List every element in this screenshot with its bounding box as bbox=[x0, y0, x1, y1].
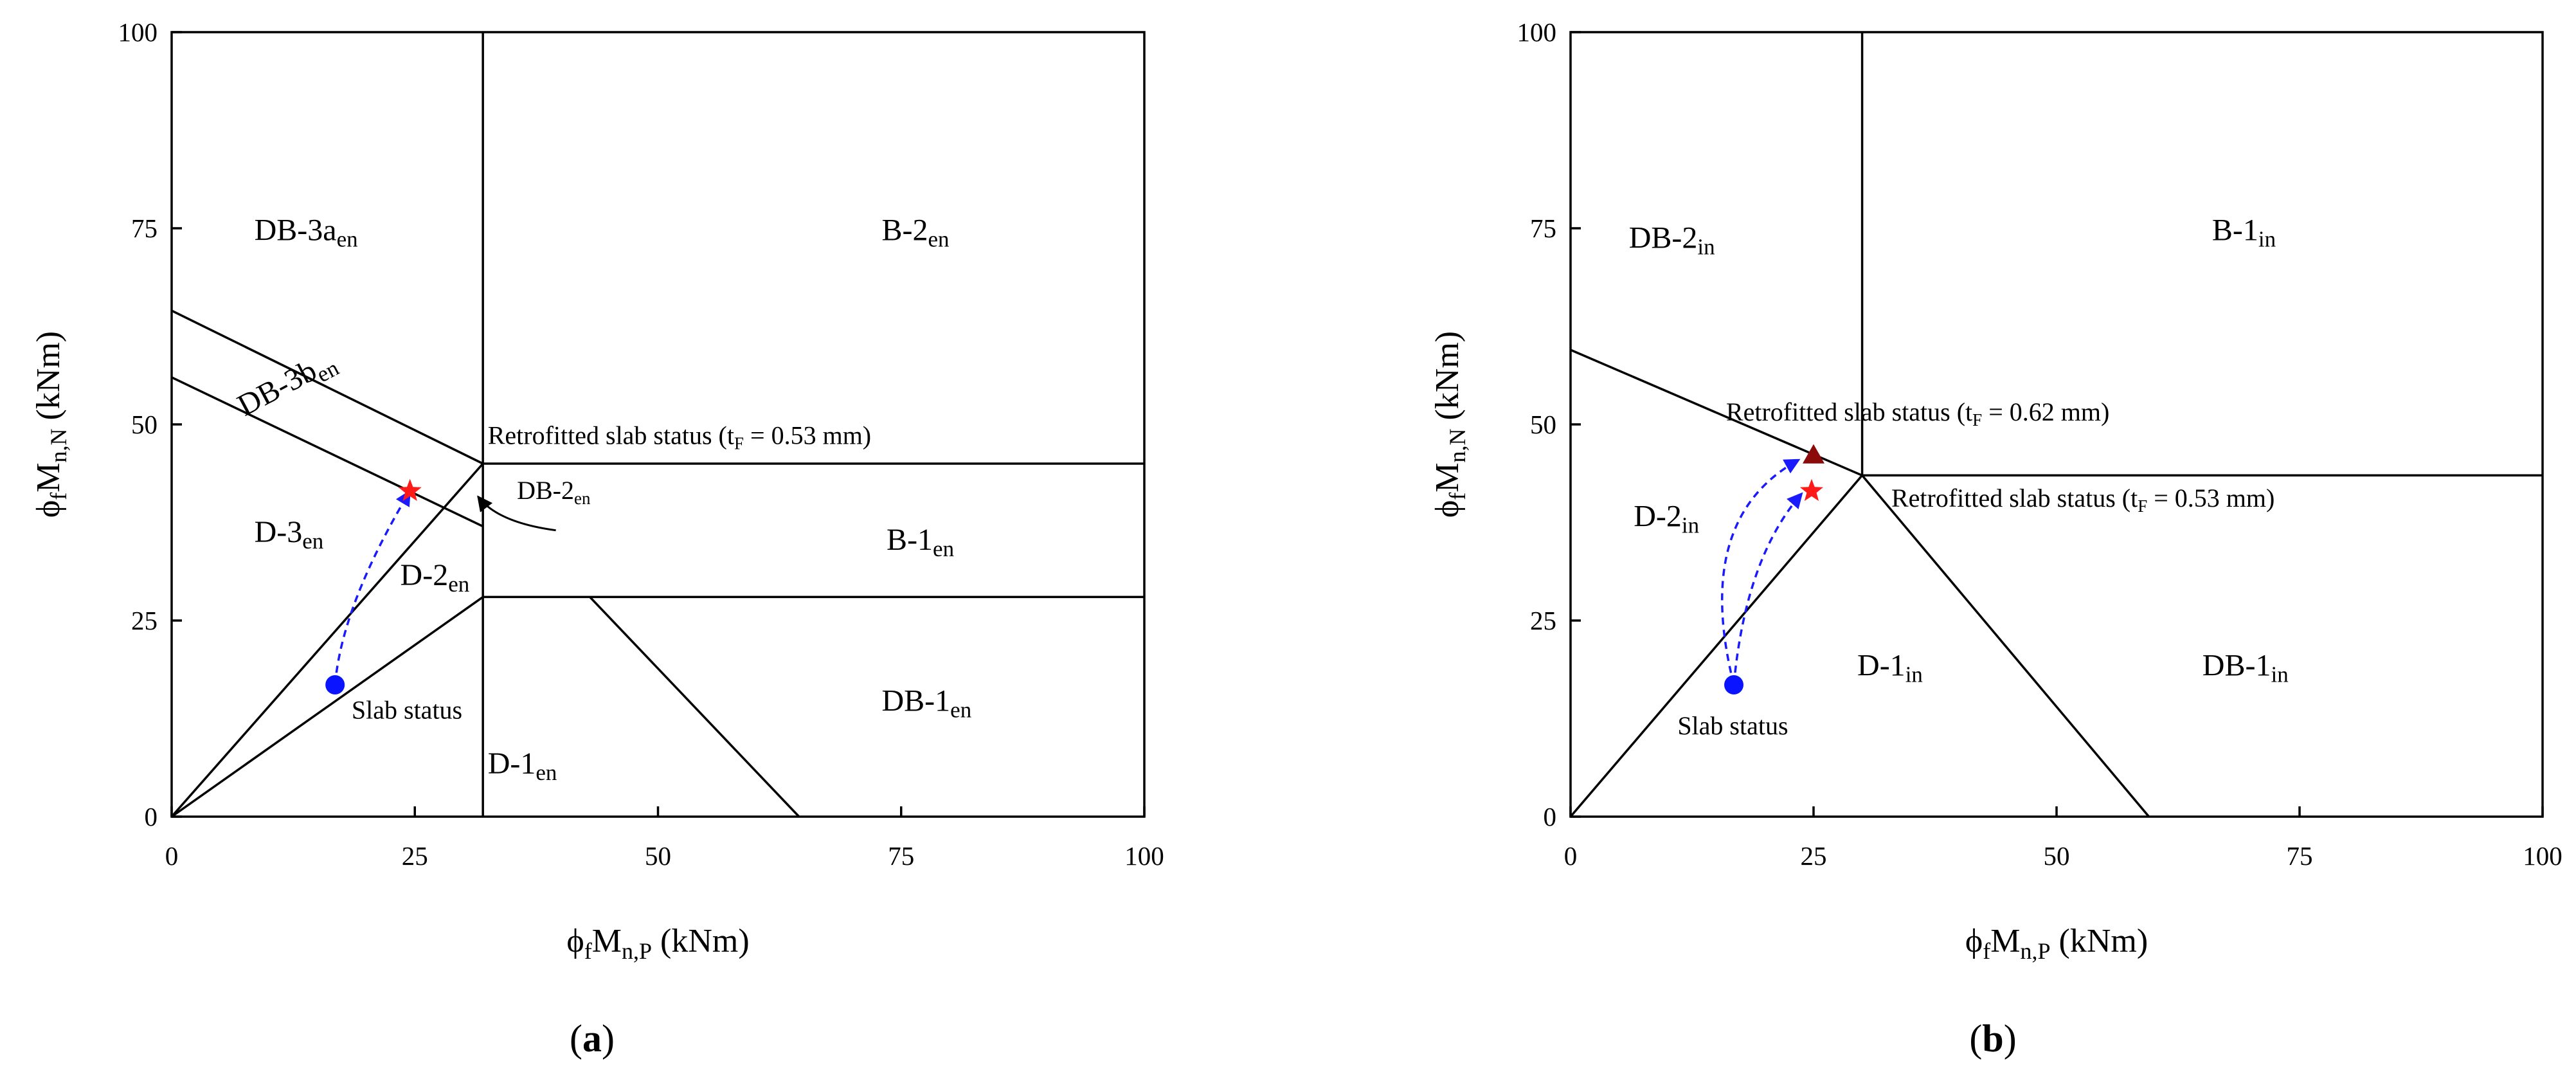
region-label: DB-3aen bbox=[255, 213, 358, 251]
region-label: B-1in bbox=[2212, 213, 2276, 251]
slab-status-point bbox=[325, 675, 345, 695]
annotation-text: Retrofitted slab status (tF = 0.53 mm) bbox=[488, 421, 871, 453]
y-tick-label: 25 bbox=[131, 606, 158, 635]
y-tick-label: 50 bbox=[131, 410, 158, 439]
x-tick-label: 50 bbox=[645, 841, 671, 871]
y-axis-label: ϕfMn,N (kNm) bbox=[1429, 331, 1470, 518]
retrofit-star-point bbox=[398, 478, 422, 502]
region-label: DB-1in bbox=[2202, 648, 2289, 687]
annotation-text: Retrofitted slab status (tF = 0.62 mm) bbox=[1726, 397, 2109, 430]
region-label: D-3en bbox=[255, 515, 324, 554]
region-label: B-2en bbox=[881, 213, 949, 251]
region-boundary bbox=[170, 595, 484, 818]
y-tick-label: 75 bbox=[131, 213, 158, 243]
region-label: B-1en bbox=[887, 523, 954, 561]
region-boundary bbox=[1861, 475, 2150, 818]
region-boundary bbox=[171, 376, 483, 528]
region-label: D-2in bbox=[1634, 500, 1699, 538]
region-label: DB-3ben bbox=[232, 343, 343, 427]
retrofit-star-point bbox=[1799, 478, 1823, 502]
annotation-text: Slab status bbox=[352, 696, 462, 725]
slab-status-point bbox=[1724, 675, 1744, 695]
y-axis-label: ϕfMn,N (kNm) bbox=[30, 331, 71, 518]
pointer-arrow bbox=[477, 495, 556, 532]
region-boundary bbox=[589, 596, 800, 818]
y-tick-label: 50 bbox=[1530, 410, 1556, 439]
x-axis-label: ϕfMn,P (kNm) bbox=[566, 923, 749, 964]
x-tick-label: 75 bbox=[888, 841, 914, 871]
region-boundary bbox=[170, 462, 484, 818]
chart-panel-a: 0 25 50 75 100 0 25 50 75 100 ϕfMn,P (kNm) ϕfMn,N (… bbox=[30, 17, 1164, 1060]
panel-caption: (a) bbox=[570, 1017, 615, 1060]
x-tick-label: 0 bbox=[165, 841, 179, 871]
annotation-text: Slab status bbox=[1677, 711, 1788, 740]
panel-caption: (b) bbox=[1969, 1017, 2016, 1060]
status-path-arrow bbox=[334, 489, 411, 685]
region-label: DB-2in bbox=[1629, 221, 1715, 260]
y-tick-label: 0 bbox=[1544, 802, 1557, 831]
status-path-arrow bbox=[1721, 458, 1801, 685]
x-tick-label: 50 bbox=[2044, 841, 2070, 871]
x-tick-label: 75 bbox=[2287, 841, 2313, 871]
region-boundary bbox=[1569, 475, 1863, 818]
x-tick-label: 0 bbox=[1564, 841, 1578, 871]
status-path-arrow bbox=[1733, 492, 1803, 685]
region-label: D-2en bbox=[401, 558, 470, 597]
annotation-text: Retrofitted slab status (tF = 0.53 mm) bbox=[1891, 484, 2274, 516]
x-tick-label: 25 bbox=[402, 841, 428, 871]
region-label: D-1en bbox=[488, 747, 557, 785]
region-boundary bbox=[171, 309, 483, 465]
annotation-text: DB-2en bbox=[517, 476, 591, 508]
retrofit-triangle-point bbox=[1803, 444, 1824, 464]
x-tick-label: 100 bbox=[2523, 841, 2562, 871]
y-tick-label: 75 bbox=[1530, 213, 1556, 243]
x-axis-label: ϕfMn,P (kNm) bbox=[1965, 923, 2148, 964]
chart-panel-b: 0 25 50 75 100 0 25 50 75 100 ϕfMn,P (kNm) ϕfMn,N (… bbox=[1429, 17, 2562, 1060]
region-label: DB-1en bbox=[881, 684, 971, 722]
x-tick-label: 100 bbox=[1124, 841, 1164, 871]
y-tick-label: 25 bbox=[1530, 606, 1556, 635]
y-tick-label: 100 bbox=[118, 17, 158, 47]
y-tick-label: 100 bbox=[1517, 17, 1557, 47]
y-tick-label: 0 bbox=[145, 802, 158, 831]
x-tick-label: 25 bbox=[1801, 841, 1827, 871]
region-label: D-1in bbox=[1857, 648, 1923, 687]
